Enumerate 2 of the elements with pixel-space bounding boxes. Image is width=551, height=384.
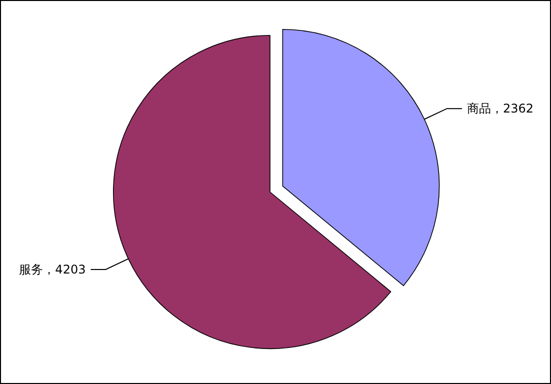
slice-label: 服务，4203 — [19, 262, 86, 276]
slice-label: 商品，2362 — [466, 102, 534, 116]
